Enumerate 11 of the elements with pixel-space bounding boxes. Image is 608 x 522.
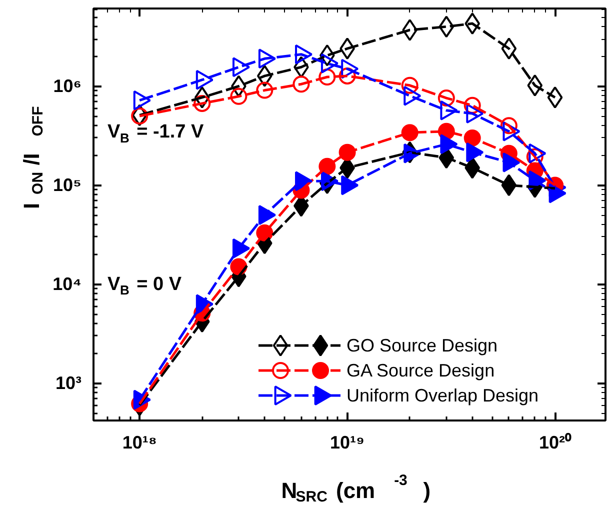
y-tick-label: 10³ [55, 373, 82, 394]
y-axis-title: ION/IOFF [19, 106, 47, 209]
legend-label: Uniform Overlap Design [346, 386, 539, 406]
legend-label: GO Source Design [346, 336, 498, 356]
y-tick-label: 10⁶ [53, 76, 82, 96]
x-tick-label: 10¹⁹ [330, 432, 365, 452]
y-tick-label: 10⁵ [53, 175, 82, 196]
legend-label: GA Source Design [346, 360, 495, 380]
x-tick-label: 10²⁰ [539, 432, 572, 452]
x-tick-label: 10¹⁸ [122, 432, 157, 452]
y-tick-label: 10⁴ [52, 274, 82, 294]
